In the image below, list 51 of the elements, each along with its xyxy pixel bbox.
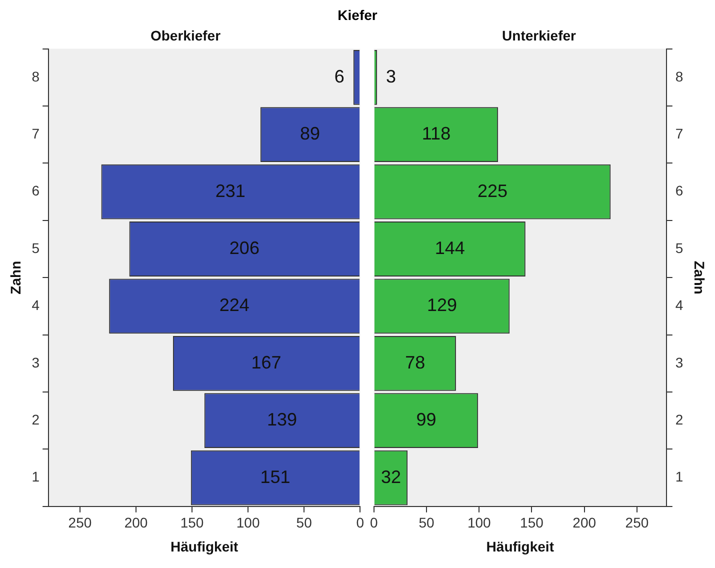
y-tick-label: 5 (32, 240, 40, 256)
y-tick-label: 8 (675, 68, 684, 84)
x-tick-label: 200 (124, 514, 148, 531)
data-label: 78 (405, 352, 426, 372)
data-label: 139 (266, 410, 297, 430)
y-tick-label: 3 (675, 354, 684, 370)
data-label: 3 (386, 66, 396, 86)
data-label: 118 (422, 124, 451, 144)
chart-subtitle: Oberkiefer (150, 27, 222, 44)
y-tick-label: 4 (32, 297, 40, 314)
y-axis-title: Zahn (7, 260, 24, 294)
y-tick-label: 2 (32, 411, 40, 428)
data-label: 225 (477, 180, 508, 201)
x-tick-label: 250 (68, 514, 92, 531)
data-label: 224 (219, 295, 250, 316)
y-tick-label: 4 (675, 297, 684, 314)
x-tick-label: 50 (418, 514, 434, 531)
x-axis-title: Häufigkeit (170, 538, 239, 554)
chart-title: Kiefer (336, 6, 378, 25)
data-label: 144 (434, 238, 465, 258)
y-tick-label: 7 (675, 125, 684, 142)
y-tick-label: 5 (675, 240, 684, 256)
x-axis-title: Häufigkeit (486, 538, 554, 554)
y-tick-label: 3 (32, 354, 40, 370)
y-tick-label: 6 (32, 182, 40, 199)
data-label: 89 (300, 124, 320, 144)
y-tick-label: 1 (32, 468, 40, 485)
y-tick-label: 6 (675, 182, 684, 199)
data-label: 206 (229, 238, 260, 258)
y-tick-label: 1 (675, 468, 684, 485)
x-tick-label: 100 (467, 514, 492, 531)
x-tick-label: 50 (296, 514, 312, 531)
y-tick-label: 8 (32, 68, 40, 84)
x-tick-label: 200 (572, 514, 596, 531)
data-label: 32 (380, 466, 401, 487)
data-label: 6 (334, 66, 344, 86)
y-axis-title: Zahn (692, 260, 708, 294)
data-label: 129 (426, 295, 458, 316)
x-tick-label: 150 (520, 514, 544, 531)
x-tick-label: 150 (180, 514, 204, 531)
data-label: 167 (251, 352, 282, 372)
x-tick-label: 0 (370, 514, 378, 531)
y-tick-label: 7 (32, 125, 40, 142)
chart-subtitle: Unterkiefer (502, 27, 577, 44)
data-label: 99 (416, 410, 436, 430)
x-tick-label: 250 (625, 514, 649, 531)
y-tick-label: 2 (675, 411, 684, 428)
data-label: 151 (260, 466, 290, 487)
x-tick-label: 0 (356, 514, 364, 531)
data-label: 231 (215, 180, 246, 201)
x-tick-label: 100 (236, 514, 260, 531)
